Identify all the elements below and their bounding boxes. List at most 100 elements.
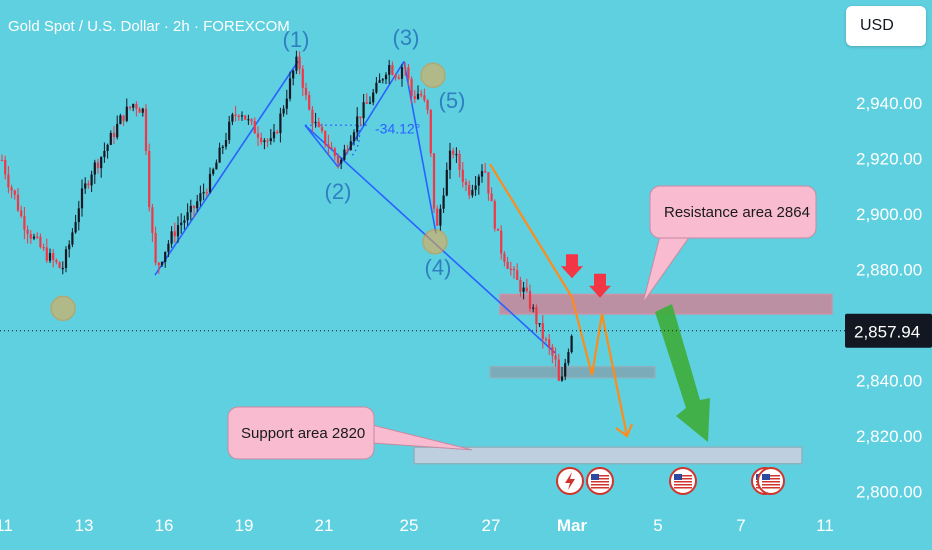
candle-body: [394, 74, 397, 78]
candle-body: [90, 174, 93, 186]
candle-body: [256, 133, 260, 138]
candle-body: [423, 95, 426, 101]
us-flag-icon[interactable]: [586, 467, 614, 495]
candle-body: [212, 169, 215, 174]
candle-body: [64, 249, 68, 268]
candle-body: [292, 70, 295, 79]
candle-body: [458, 153, 461, 170]
candle-body: [106, 144, 109, 151]
candle-body: [125, 106, 128, 121]
candle-body: [183, 220, 186, 223]
candle-body: [20, 210, 23, 217]
candle-body: [404, 67, 407, 69]
down-arrow: [589, 273, 611, 298]
candle-body: [58, 262, 61, 268]
candle-body: [263, 140, 266, 143]
candle-body: [247, 119, 250, 121]
candle-body: [352, 132, 356, 142]
events-layer[interactable]: [556, 467, 785, 495]
candle-body: [304, 87, 308, 96]
x-tick-label: 19: [235, 516, 254, 535]
price-zone: [413, 446, 803, 465]
candle-body: [487, 172, 490, 194]
candle-body: [173, 231, 176, 237]
candle-body: [164, 251, 167, 262]
candle-body: [96, 162, 100, 169]
candle-body: [109, 133, 112, 145]
candle-body: [0, 159, 4, 162]
candle-body: [10, 187, 13, 191]
lightning-icon[interactable]: [556, 467, 584, 495]
candle-body: [36, 236, 39, 238]
candle-body: [496, 228, 500, 231]
candle-body: [87, 183, 90, 186]
y-tick-label: 2,800.00: [856, 483, 922, 502]
flag-stripe: [674, 478, 692, 480]
candle-body: [192, 205, 196, 209]
candle-body: [528, 291, 532, 309]
candle-body: [205, 192, 208, 194]
wave-line: [403, 61, 437, 234]
candle-body: [42, 247, 45, 249]
candle-body: [23, 216, 26, 230]
candle-body: [160, 261, 164, 266]
candle-body: [16, 194, 20, 211]
wave-label: (5): [439, 88, 466, 113]
candle-body: [336, 155, 340, 164]
flag-stripe: [762, 475, 780, 477]
candle-body: [420, 93, 423, 96]
us-flag-icon[interactable]: [757, 467, 785, 495]
candle-body: [343, 149, 346, 160]
wave-label: (4): [425, 255, 452, 280]
candle-body: [384, 74, 388, 80]
candle-body: [260, 137, 263, 143]
y-tick-label: 2,840.00: [856, 372, 922, 391]
wave-line: [304, 124, 339, 168]
candle-body: [519, 279, 522, 292]
candle-body: [330, 147, 333, 149]
y-tick-label: 2,920.00: [856, 150, 922, 169]
candle-body: [426, 100, 429, 110]
lightning-glyph: [565, 472, 575, 490]
x-tick-label: 7: [736, 516, 745, 535]
candle-body: [448, 150, 452, 170]
down-arrow: [561, 254, 583, 279]
flag-stripe: [591, 487, 609, 489]
candle-body: [276, 131, 279, 134]
projection-path: [489, 163, 629, 437]
flag-stripe: [674, 487, 692, 489]
candle-body: [148, 150, 151, 208]
us-flag-icon[interactable]: [669, 467, 697, 495]
candle-body: [151, 207, 154, 233]
candle-body: [154, 232, 157, 263]
candle-body: [461, 169, 464, 182]
candle-body: [266, 140, 269, 142]
flag-stripe: [591, 484, 609, 486]
candle-body: [244, 115, 247, 120]
candle-body: [378, 80, 381, 83]
y-tick-label: 2,880.00: [856, 261, 922, 280]
candle-body: [327, 144, 330, 148]
candle-body: [516, 270, 519, 280]
candle-body: [538, 323, 541, 325]
candle-body: [144, 108, 148, 151]
flag-stripe: [762, 484, 780, 486]
candle-body: [71, 232, 74, 245]
candle-body: [103, 150, 106, 158]
candle-body: [317, 121, 320, 127]
flag-stripe: [591, 475, 609, 477]
candle-body: [413, 96, 416, 99]
candle-body: [503, 253, 506, 262]
candle-body: [442, 195, 445, 209]
candle-body: [464, 181, 468, 185]
candle-body: [525, 287, 528, 292]
x-tick-label: 25: [400, 516, 419, 535]
callout-text: Support area 2820: [241, 425, 365, 442]
wave-label: (1): [283, 27, 310, 52]
candle-body: [61, 267, 64, 270]
last-price-label: 2,857.94: [854, 323, 920, 342]
callout-box: [227, 406, 375, 460]
currency-button[interactable]: USD: [846, 6, 926, 46]
candle-body: [234, 114, 237, 116]
